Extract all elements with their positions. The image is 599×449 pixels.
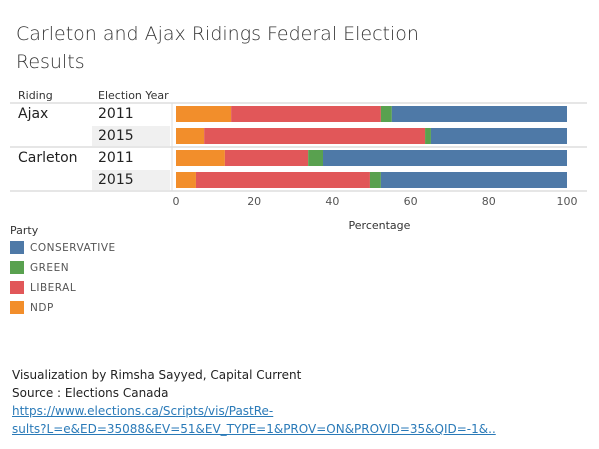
legend-swatch [10,301,24,314]
x-tick-label: 20 [247,195,261,208]
row-header: Riding [18,89,53,102]
source: Source : Elections Canada [12,386,169,400]
bar-segment [380,172,567,188]
chart-title: Carleton and Ajax Ridings Federal Electi… [16,23,419,73]
bar-segment [430,128,567,144]
bar-segment [308,150,324,166]
group-label: Ajax [18,106,48,122]
link-line: sults?L=e&ED=35088&EV=51&EV_TYPE=1&PROV=… [12,422,496,436]
legend-swatch [10,281,24,294]
bar-segment [380,106,392,122]
footer: Visualization by Rimsha Sayyed, Capital … [12,366,496,438]
category-header: Election Year [98,89,169,102]
category-label: 2015 [98,128,134,144]
bar-segment [323,150,567,166]
x-tick-label: 80 [482,195,496,208]
bar-segment [369,172,381,188]
bar-segment [176,128,205,144]
legend-title: Party [10,224,39,237]
legend-label: NDP [30,302,54,314]
bar-segment [195,172,370,188]
bar-segment [391,106,567,122]
bar-segment [204,128,426,144]
bar-segment [231,106,381,122]
bar-segment [224,150,309,166]
legend-label: GREEN [30,262,69,274]
bar-segment [425,128,431,144]
category-label: 2015 [98,172,134,188]
row-shade [92,170,170,190]
x-tick-label: 100 [557,195,578,208]
x-tick-label: 40 [325,195,339,208]
legend-label: LIBERAL [30,282,76,294]
group-label: Carleton [18,150,78,166]
x-axis-label: Percentage [349,219,411,232]
x-tick-label: 60 [404,195,418,208]
x-tick-label: 0 [173,195,180,208]
legend-label: CONSERVATIVE [30,242,116,254]
legend-swatch [10,261,24,274]
bar-segment [176,106,232,122]
bar-segment [176,172,196,188]
source-link[interactable]: https://www.elections.ca/Scripts/vis/Pas… [12,402,496,438]
bar-segment [176,150,225,166]
category-label: 2011 [98,150,134,166]
row-shade [92,126,170,146]
category-label: 2011 [98,106,134,122]
link-line: https://www.elections.ca/Scripts/vis/Pas… [12,404,274,418]
legend-swatch [10,241,24,254]
credit: Visualization by Rimsha Sayyed, Capital … [12,368,302,382]
